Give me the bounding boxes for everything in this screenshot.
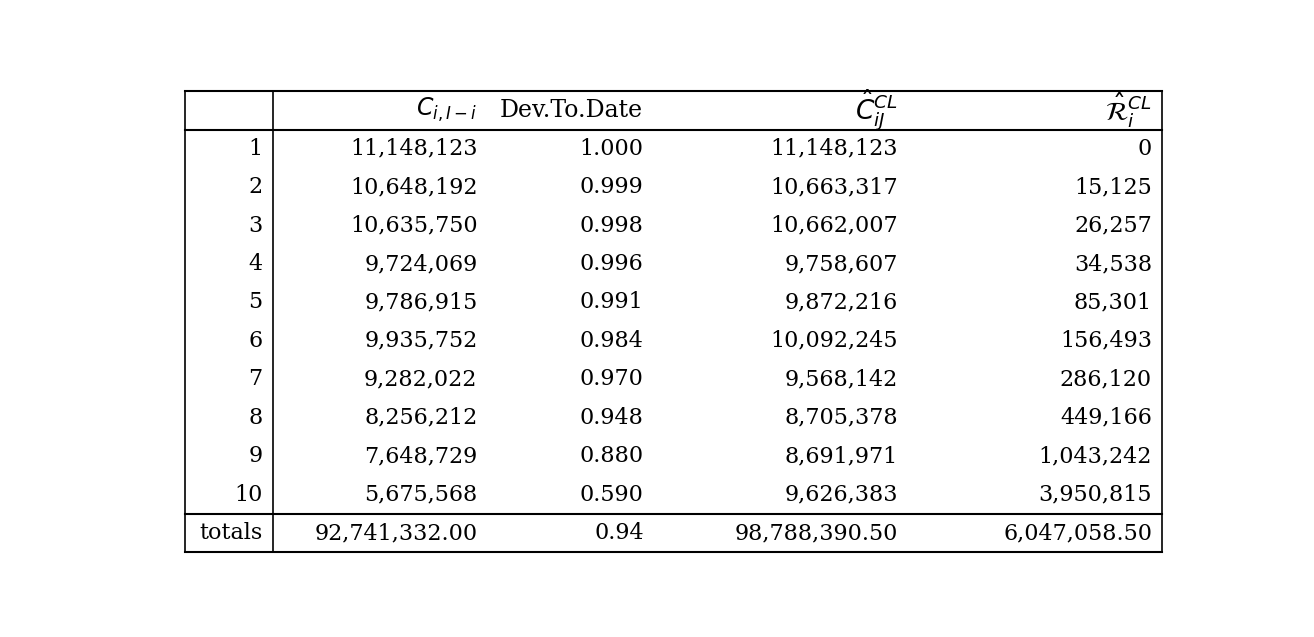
Text: 8,691,971: 8,691,971 [784, 445, 897, 467]
Text: 10,648,192: 10,648,192 [350, 176, 477, 198]
Text: 156,493: 156,493 [1060, 330, 1152, 352]
Text: 10,663,317: 10,663,317 [770, 176, 897, 198]
Text: 5: 5 [248, 292, 263, 313]
Text: 15,125: 15,125 [1075, 176, 1152, 198]
Text: 11,148,123: 11,148,123 [770, 138, 897, 160]
Text: 0.880: 0.880 [579, 445, 644, 467]
Text: 9,935,752: 9,935,752 [364, 330, 477, 352]
Text: 9,872,216: 9,872,216 [784, 292, 897, 313]
Text: 11,148,123: 11,148,123 [350, 138, 477, 160]
Text: 10,662,007: 10,662,007 [770, 215, 897, 236]
Text: 0.948: 0.948 [579, 407, 644, 429]
Text: 6: 6 [248, 330, 263, 352]
Text: 0: 0 [1138, 138, 1152, 160]
Text: 92,741,332.00: 92,741,332.00 [314, 522, 477, 544]
Text: 0.984: 0.984 [579, 330, 644, 352]
Text: 10: 10 [234, 483, 263, 506]
Text: 9,758,607: 9,758,607 [784, 253, 897, 275]
Text: 10,635,750: 10,635,750 [350, 215, 477, 236]
Text: 9,568,142: 9,568,142 [784, 368, 897, 390]
Text: Dev.To.Date: Dev.To.Date [499, 99, 643, 122]
Text: 1.000: 1.000 [579, 138, 644, 160]
Text: 98,788,390.50: 98,788,390.50 [735, 522, 897, 544]
Text: 9: 9 [248, 445, 263, 467]
Text: 6,047,058.50: 6,047,058.50 [1003, 522, 1152, 544]
Text: 9,724,069: 9,724,069 [364, 253, 477, 275]
Text: 0.998: 0.998 [579, 215, 644, 236]
Text: 4: 4 [248, 253, 263, 275]
Text: 8,705,378: 8,705,378 [784, 407, 897, 429]
Text: 85,301: 85,301 [1074, 292, 1152, 313]
Text: 1,043,242: 1,043,242 [1038, 445, 1152, 467]
Text: $\hat{\mathcal{R}}_i^{CL}$: $\hat{\mathcal{R}}_i^{CL}$ [1105, 90, 1152, 130]
Text: 9,282,022: 9,282,022 [364, 368, 477, 390]
Text: 26,257: 26,257 [1075, 215, 1152, 236]
Text: $C_{i,I-i}$: $C_{i,I-i}$ [417, 96, 477, 124]
Text: 8: 8 [248, 407, 263, 429]
Text: 449,166: 449,166 [1060, 407, 1152, 429]
Text: 3: 3 [248, 215, 263, 236]
Text: 1: 1 [248, 138, 263, 160]
Text: 5,675,568: 5,675,568 [364, 483, 477, 506]
Text: 7: 7 [248, 368, 263, 390]
Text: 0.996: 0.996 [579, 253, 644, 275]
Text: 0.94: 0.94 [594, 522, 644, 544]
Text: 2: 2 [248, 176, 263, 198]
Text: $\hat{C}_{iJ}^{CL}$: $\hat{C}_{iJ}^{CL}$ [855, 87, 897, 133]
Text: 0.999: 0.999 [579, 176, 644, 198]
Text: 9,786,915: 9,786,915 [364, 292, 477, 313]
Text: 0.970: 0.970 [579, 368, 644, 390]
Text: 0.991: 0.991 [579, 292, 644, 313]
Text: 286,120: 286,120 [1060, 368, 1152, 390]
Text: 8,256,212: 8,256,212 [364, 407, 477, 429]
Text: 7,648,729: 7,648,729 [364, 445, 477, 467]
Text: totals: totals [200, 522, 263, 544]
Text: 34,538: 34,538 [1074, 253, 1152, 275]
Text: 3,950,815: 3,950,815 [1038, 483, 1152, 506]
Text: 10,092,245: 10,092,245 [770, 330, 897, 352]
Text: 0.590: 0.590 [579, 483, 644, 506]
Text: 9,626,383: 9,626,383 [784, 483, 897, 506]
